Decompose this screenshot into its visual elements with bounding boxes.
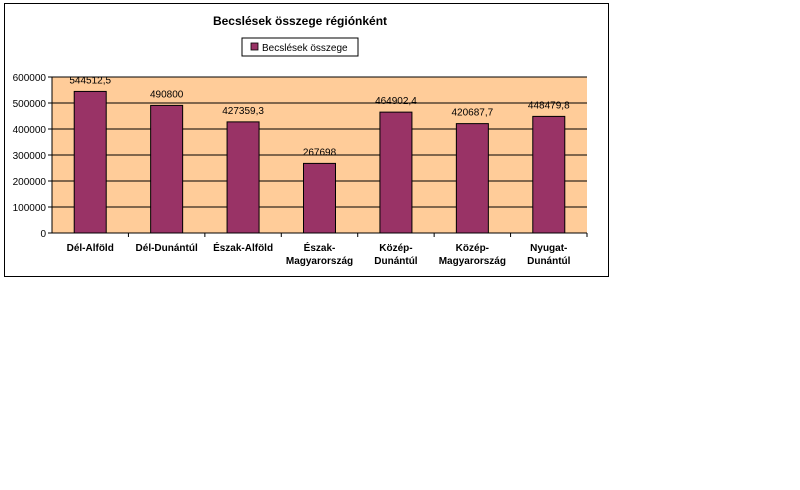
data-label: 448479,8: [528, 100, 570, 111]
data-label: 464902,4: [375, 96, 417, 107]
y-axis-ticks: 0 100000 200000 300000 400000 500000 600000: [13, 73, 52, 240]
bar-chart: Becslések összege régiónként Becslések ö…: [13, 14, 588, 267]
chart-title: Becslések összege régiónként: [213, 14, 387, 28]
data-label: 427359,3: [222, 106, 264, 117]
legend-label: Becslések összege: [262, 43, 348, 54]
category-label: Észak-Alföld: [213, 241, 273, 254]
bar: [455, 123, 489, 234]
y-tick-label: 0: [40, 229, 46, 240]
data-label: 490800: [150, 89, 184, 100]
chart-frame: Becslések összege régiónként Becslések ö…: [4, 3, 609, 277]
category-label: Közép-Magyarország: [439, 243, 506, 267]
data-label: 420687,7: [451, 108, 493, 119]
y-tick-label: 500000: [13, 99, 47, 110]
bars: [73, 90, 566, 234]
y-tick-label: 200000: [13, 177, 47, 188]
y-tick-label: 400000: [13, 125, 47, 136]
legend-box: [241, 37, 359, 57]
data-label: 544512,5: [69, 75, 111, 86]
category-label: Dél-Alföld: [67, 243, 114, 254]
bar: [532, 115, 566, 234]
data-label: 267698: [303, 147, 337, 158]
legend-swatch: [250, 42, 259, 51]
y-tick-label: 600000: [13, 73, 47, 84]
category-label: Dél-Dunántúl: [136, 243, 198, 254]
category-label: Közép-Dunántúl: [374, 243, 418, 267]
y-tick-label: 100000: [13, 203, 47, 214]
category-labels: Dél-Alföld Dél-Dunántúl Észak-Alföld Észak-…: [67, 233, 588, 267]
data-labels: 544512,5 490800 427359,3 267698 464902,4 4206…: [69, 75, 570, 158]
y-tick-label: 300000: [13, 151, 47, 162]
bar: [73, 90, 107, 234]
bar: [226, 121, 260, 234]
legend: Becslések összege: [241, 37, 359, 57]
bar: [150, 104, 184, 234]
bar: [379, 111, 413, 234]
category-label: Észak-Magyarország: [286, 241, 353, 267]
bar: [303, 162, 336, 234]
category-label: Nyugat-Dunántúl: [527, 243, 571, 267]
